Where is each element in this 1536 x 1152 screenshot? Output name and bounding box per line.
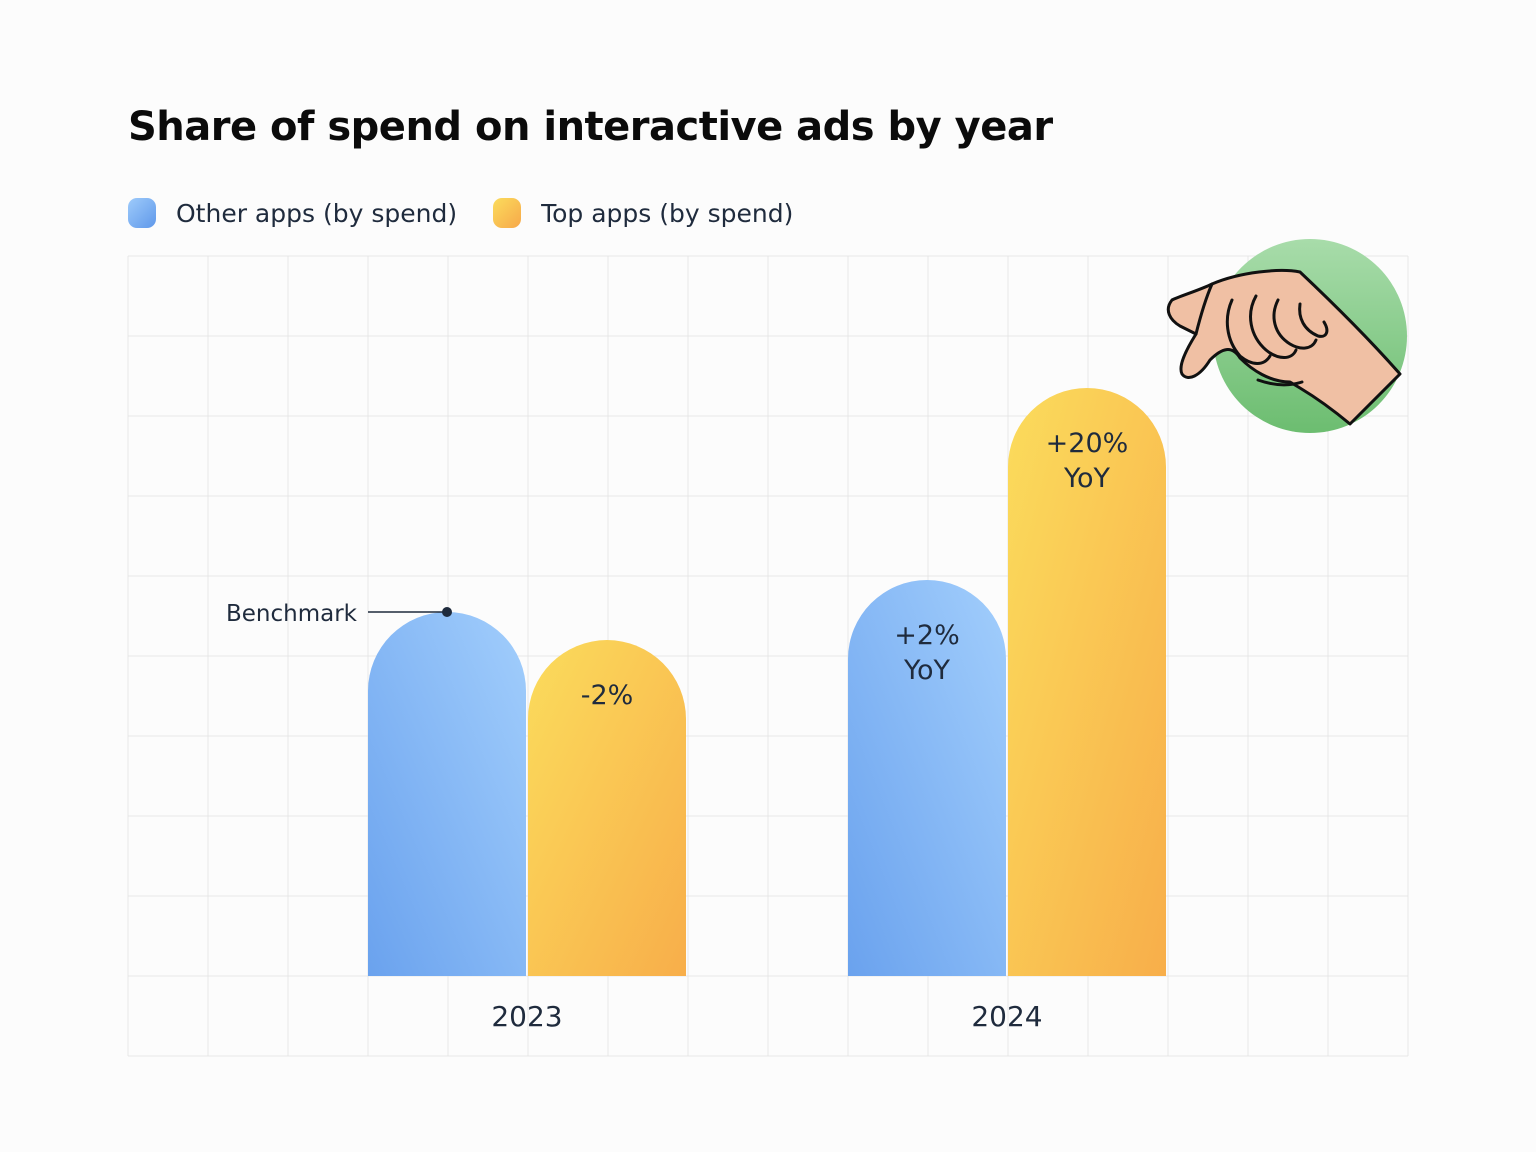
data-label-top-apps-2023: -2%: [581, 680, 634, 711]
legend-swatch-top-apps: [493, 198, 522, 228]
bar-top-apps-2024: [1008, 388, 1166, 976]
x-tick-2023: 2023: [491, 1000, 562, 1033]
data-label-other-apps-2024: +2% YoY: [894, 620, 959, 686]
bar-other-apps-2023: [368, 612, 526, 976]
x-tick-labels: 2023 2024: [491, 1000, 1042, 1033]
chart-title: Share of spend on interactive ads by yea…: [128, 104, 1053, 150]
legend-label-top-apps: Top apps (by spend): [541, 198, 794, 228]
x-tick-2024: 2024: [971, 1000, 1042, 1033]
legend-swatch-other-apps: [128, 198, 156, 228]
legend: Other apps (by spend) Top apps (by spend…: [128, 198, 829, 228]
data-labels: -2% +2% YoY +20% YoY: [581, 428, 1129, 711]
benchmark-annotation: Benchmark: [226, 601, 452, 627]
bar-other-apps-2024: [848, 580, 1006, 976]
bar-top-apps-2023: [528, 640, 686, 976]
bars: [368, 388, 1166, 976]
grid: [127, 255, 1409, 1057]
benchmark-dot: [442, 607, 452, 617]
pointing-hand-icon: [1166, 239, 1407, 433]
legend-item-top-apps: Top apps (by spend): [493, 198, 793, 228]
data-label-top-apps-2024: +20% YoY: [1046, 428, 1129, 494]
legend-item-other-apps: Other apps (by spend): [128, 198, 457, 228]
legend-label-other-apps: Other apps (by spend): [176, 198, 458, 228]
benchmark-label: Benchmark: [226, 601, 358, 627]
